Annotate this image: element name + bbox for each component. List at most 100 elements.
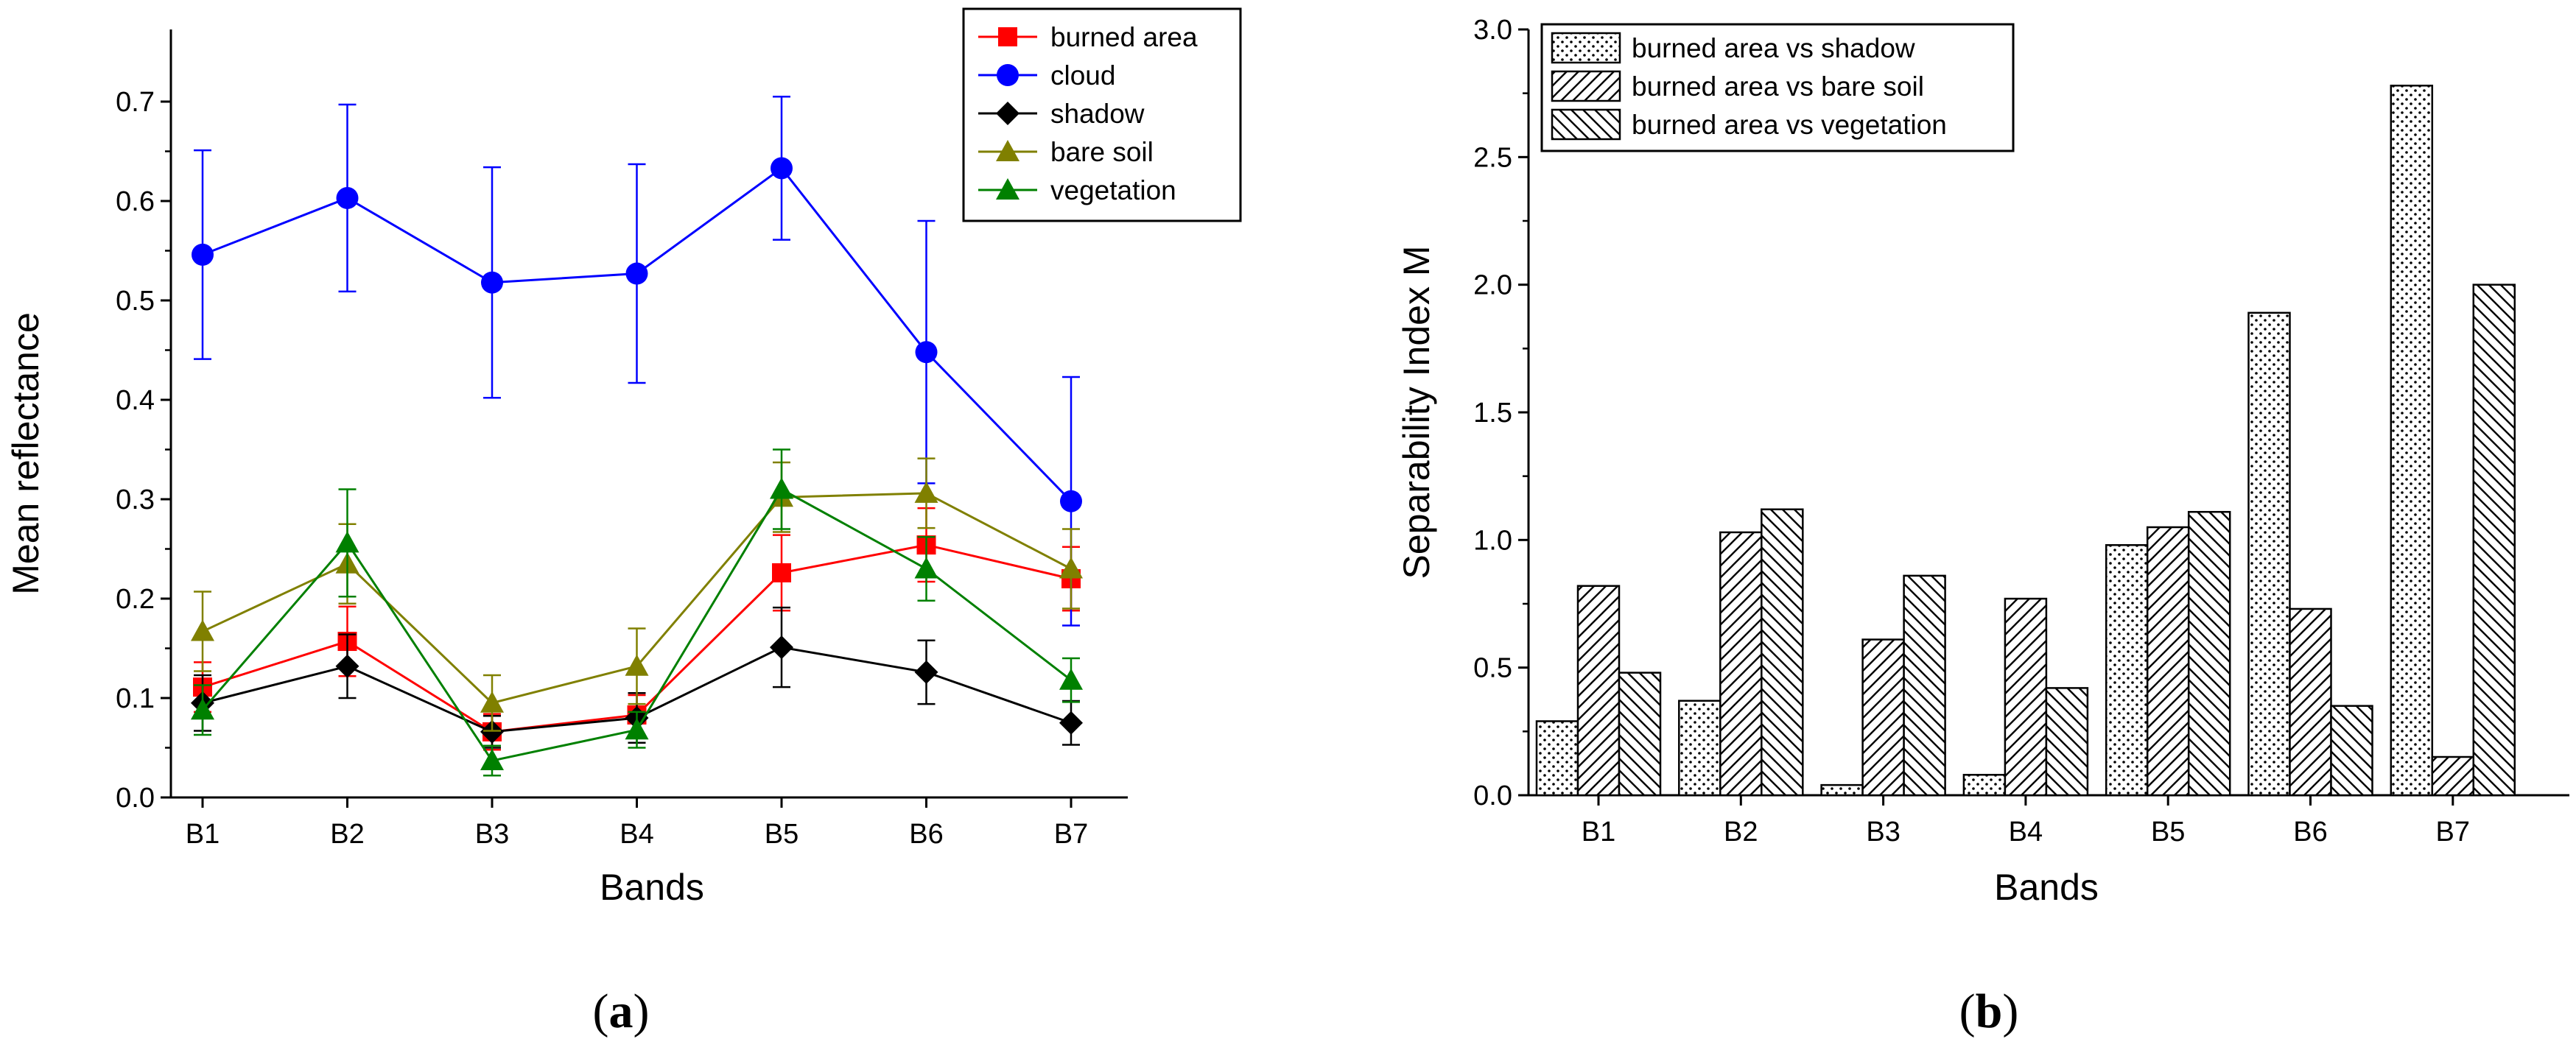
data-point	[335, 531, 359, 553]
legend-label: cloud	[1050, 60, 1115, 91]
legend-label: shadow	[1050, 99, 1145, 129]
legend-swatch	[1551, 32, 1621, 64]
legend-label: burned area	[1050, 22, 1198, 52]
data-point	[1059, 557, 1083, 579]
data-point	[625, 718, 649, 740]
data-point	[625, 262, 648, 285]
data-point	[771, 157, 793, 180]
legend: burned area vs shadow burned area vs bare…	[1540, 23, 2015, 152]
y-tick-label: 0.6	[116, 186, 155, 217]
x-tick-label: B4	[2009, 817, 2043, 848]
legend-swatch	[1551, 108, 1621, 141]
legend-swatch-marker	[996, 102, 1019, 125]
legend-label: burned area vs vegetation	[1632, 110, 1947, 140]
bars-group	[1535, 85, 2516, 797]
bar	[2045, 687, 2089, 797]
bar	[2330, 705, 2373, 797]
bar	[1535, 720, 1579, 797]
bar	[2472, 283, 2516, 797]
y-tick-label: 0.4	[116, 385, 155, 416]
x-tick-label: B3	[1866, 817, 1900, 848]
legend-swatch-marker	[997, 64, 1019, 86]
bar	[1576, 585, 1621, 797]
y-tick-label: 0.5	[1473, 653, 1512, 684]
data-point	[1059, 668, 1083, 690]
x-tick-label: B6	[2293, 817, 2327, 848]
legend: burned area cloud shadow bare soil vegetatio…	[962, 7, 1242, 222]
legend-swatch	[1551, 70, 1621, 102]
x-axis-title: Bands	[1994, 867, 2099, 908]
y-tick-label: 0.0	[1473, 781, 1512, 811]
data-point	[915, 341, 938, 364]
bar	[2431, 755, 2475, 797]
data-point	[770, 477, 793, 499]
axes-frame	[169, 29, 1128, 799]
series-vegetation	[191, 448, 1083, 777]
legend-swatch-marker	[996, 178, 1019, 200]
legend-label: bare soil	[1050, 137, 1154, 167]
data-point	[191, 698, 214, 720]
series-shadow	[191, 606, 1083, 749]
x-tick-label: B7	[2436, 817, 2470, 848]
data-point	[480, 691, 504, 713]
data-point	[335, 654, 359, 678]
x-axis-title: Bands	[600, 867, 704, 908]
y-tick-label: 0.3	[116, 485, 155, 515]
y-tick-label: 0.0	[116, 783, 155, 814]
data-point	[480, 749, 504, 771]
legend-label: burned area vs shadow	[1632, 33, 1915, 63]
bar	[2146, 526, 2190, 797]
panel-label-b-letter: b	[1976, 984, 2003, 1038]
data-point	[770, 635, 793, 660]
data-point	[914, 481, 938, 503]
y-axis-title: Separability Index M	[1396, 245, 1437, 579]
series-cloud	[192, 96, 1082, 627]
x-tick-label: B2	[330, 819, 364, 850]
x-tick-label: B3	[475, 819, 509, 850]
x-tick-label: B5	[765, 819, 799, 850]
bar	[1761, 508, 1804, 797]
x-tick-label: B2	[1724, 817, 1758, 848]
x-axis-ticks: B1 B2 B3 B4 B5 B6 B7	[186, 797, 1088, 850]
bar	[1678, 700, 1722, 797]
bar	[2390, 85, 2434, 797]
data-point	[914, 557, 938, 579]
panel-label-b: (b)	[1959, 984, 2019, 1038]
data-point	[625, 654, 649, 676]
data-point	[192, 243, 214, 266]
panel-label-a-letter: a	[609, 984, 634, 1038]
y-tick-label: 3.0	[1473, 15, 1512, 46]
y-tick-label: 2.0	[1473, 270, 1512, 301]
y-tick-label: 2.5	[1473, 142, 1512, 173]
bar	[1820, 783, 1864, 797]
x-tick-label: B1	[186, 819, 220, 850]
bar	[2004, 597, 2048, 797]
y-axis-ticks: 0.0 0.1 0.2 0.3 0.4 0.5 0.6 0.7	[116, 87, 171, 814]
data-point	[336, 186, 359, 209]
bar	[1861, 638, 1905, 797]
panel-label-a: (a)	[593, 984, 650, 1038]
x-axis-ticks: B1 B2 B3 B4 B5 B6 B7	[1582, 795, 2470, 848]
x-tick-label: B1	[1582, 817, 1615, 848]
bar	[1962, 774, 2007, 797]
data-point	[480, 719, 504, 744]
bar	[2187, 510, 2231, 797]
bar	[2105, 544, 2149, 797]
data-point	[481, 271, 503, 294]
series-group	[191, 96, 1083, 777]
y-tick-label: 0.1	[116, 683, 155, 714]
bar	[1618, 672, 1662, 797]
data-point	[772, 563, 791, 582]
line-chart-panel: 0.00.10.20.30.40.50.60.7 B1 B2 B3 B4 B5 B6 B7 …	[5, 7, 1242, 1038]
series-bare-soil	[191, 457, 1083, 732]
y-tick-label: 0.7	[116, 87, 155, 118]
legend-swatch-marker	[996, 140, 1019, 161]
legend-label: vegetation	[1050, 175, 1176, 205]
legend-label: burned area vs bare soil	[1632, 71, 1924, 102]
y-tick-label: 0.2	[116, 584, 155, 615]
x-tick-label: B7	[1054, 819, 1088, 850]
bar	[2289, 607, 2332, 797]
y-tick-label: 0.5	[116, 286, 155, 317]
x-tick-label: B5	[2151, 817, 2185, 848]
